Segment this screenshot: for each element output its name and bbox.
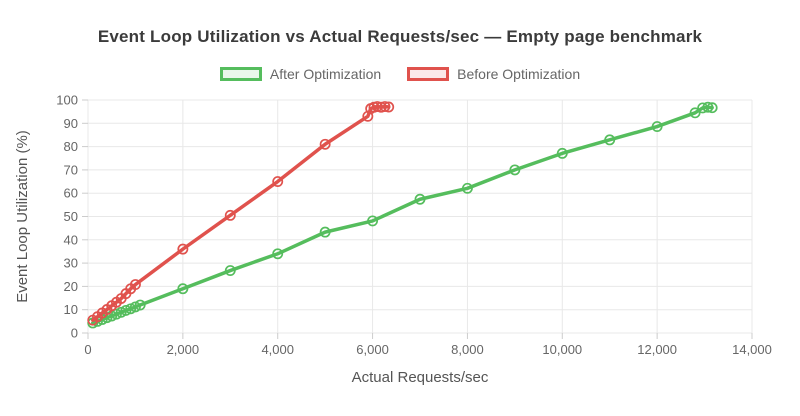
y-tick-label: 0: [71, 326, 78, 341]
x-tick-label: 0: [84, 342, 91, 357]
data-point-before-optimization: [224, 209, 236, 221]
legend-swatch-after-icon: [219, 67, 262, 81]
legend-item-after-optimization[interactable]: After Optimization: [219, 66, 382, 82]
y-tick-label: 10: [64, 302, 78, 317]
data-point-before-optimization: [129, 279, 141, 290]
chart-title: Event Loop Utilization vs Actual Request…: [97, 27, 703, 46]
data-point-after-optimization: [120, 304, 132, 316]
data-point-after-optimization: [177, 283, 189, 295]
x-tick-label: 10,000: [542, 342, 582, 357]
series-line-after-optimization: [90, 105, 714, 325]
legend-item-before-optimization[interactable]: Before Optimization: [407, 66, 580, 82]
data-point-after-optimization: [461, 182, 473, 194]
data-point-after-optimization: [319, 226, 331, 238]
data-point-before-optimization: [272, 176, 284, 187]
y-tick-label: 70: [64, 162, 78, 177]
data-point-after-optimization: [604, 134, 616, 146]
x-axis-title: Actual Requests/sec: [352, 369, 489, 386]
legend-label: Before Optimization: [457, 66, 581, 82]
x-tick-label: 6,000: [356, 342, 389, 357]
data-point-after-optimization: [706, 102, 718, 114]
data-point-after-optimization: [702, 101, 714, 113]
y-tick-label: 60: [64, 186, 78, 201]
x-tick-label: 14,000: [732, 342, 772, 357]
data-point-after-optimization: [651, 121, 663, 133]
data-point-after-optimization: [367, 215, 379, 227]
data-point-after-optimization: [272, 248, 284, 260]
data-point-after-optimization: [556, 147, 568, 159]
x-tick-label: 8,000: [451, 342, 484, 357]
data-point-after-optimization: [129, 301, 141, 313]
data-point-before-optimization: [383, 101, 395, 113]
data-point-after-optimization: [115, 306, 127, 318]
data-point-after-optimization: [134, 299, 146, 311]
data-point-after-optimization: [224, 265, 236, 277]
data-point-before-optimization: [319, 138, 331, 150]
data-point-after-optimization: [111, 308, 122, 320]
y-tick-label: 100: [56, 93, 78, 108]
legend-label: After Optimization: [269, 66, 382, 82]
data-point-after-optimization: [125, 303, 137, 315]
data-point-before-optimization: [177, 243, 189, 255]
y-tick-label: 20: [64, 279, 78, 294]
data-point-after-optimization: [689, 107, 701, 119]
data-point-after-optimization: [509, 164, 521, 176]
y-tick-label: 80: [64, 139, 78, 154]
y-tick-label: 40: [64, 232, 78, 247]
data-point-after-optimization: [414, 193, 426, 205]
data-point-before-optimization: [379, 101, 391, 112]
y-tick-label: 90: [64, 116, 78, 131]
x-tick-label: 2,000: [167, 342, 200, 357]
y-tick-label: 30: [64, 256, 78, 271]
y-tick-label: 50: [64, 209, 78, 224]
x-tick-label: 4,000: [261, 342, 294, 357]
x-tick-label: 12,000: [637, 342, 677, 357]
legend-swatch-before-icon: [407, 67, 450, 81]
y-axis-title: Event Loop Utilization (%): [14, 130, 31, 303]
chart-legend: After Optimization Before Optimization: [0, 66, 800, 82]
